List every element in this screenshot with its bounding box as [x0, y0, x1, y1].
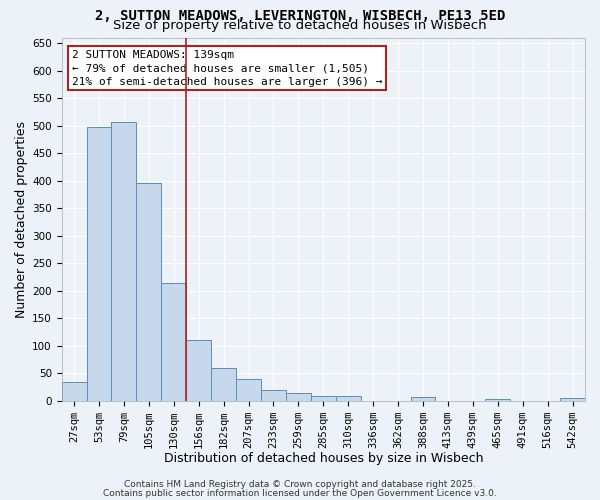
Bar	[161, 284, 186, 401]
Bar	[261, 390, 286, 400]
Bar	[410, 398, 436, 400]
Text: 2, SUTTON MEADOWS, LEVERINGTON, WISBECH, PE13 5ED: 2, SUTTON MEADOWS, LEVERINGTON, WISBECH,…	[95, 9, 505, 23]
Text: Contains public sector information licensed under the Open Government Licence v3: Contains public sector information licen…	[103, 488, 497, 498]
Y-axis label: Number of detached properties: Number of detached properties	[15, 120, 28, 318]
Bar	[336, 396, 361, 400]
Text: Contains HM Land Registry data © Crown copyright and database right 2025.: Contains HM Land Registry data © Crown c…	[124, 480, 476, 489]
Bar	[62, 382, 86, 400]
X-axis label: Distribution of detached houses by size in Wisbech: Distribution of detached houses by size …	[164, 452, 483, 465]
Bar	[86, 127, 112, 400]
Bar	[112, 122, 136, 400]
Bar	[136, 184, 161, 400]
Bar	[186, 340, 211, 400]
Bar	[211, 368, 236, 400]
Bar	[236, 378, 261, 400]
Bar	[286, 394, 311, 400]
Text: Size of property relative to detached houses in Wisbech: Size of property relative to detached ho…	[113, 19, 487, 32]
Bar	[560, 398, 585, 400]
Bar	[311, 396, 336, 400]
Text: 2 SUTTON MEADOWS: 139sqm
← 79% of detached houses are smaller (1,505)
21% of sem: 2 SUTTON MEADOWS: 139sqm ← 79% of detach…	[72, 50, 383, 86]
Bar	[485, 399, 510, 400]
